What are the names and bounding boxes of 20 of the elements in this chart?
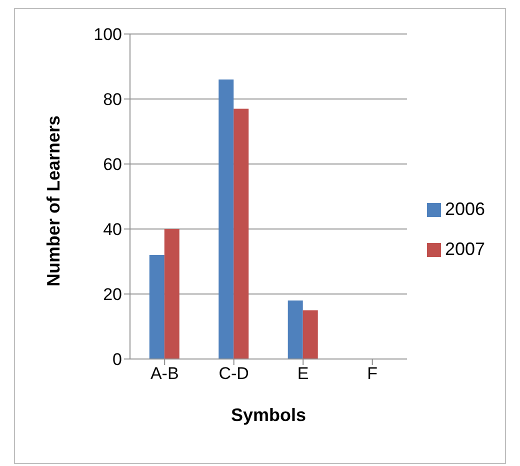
bar xyxy=(218,80,234,359)
legend-label: 2007 xyxy=(444,239,485,259)
x-tick-label: F xyxy=(367,364,378,384)
x-tick-label: E xyxy=(297,364,309,384)
x-tick-label: C-D xyxy=(218,364,249,384)
bar xyxy=(164,229,180,359)
y-tick-label: 100 xyxy=(94,25,122,44)
bar xyxy=(234,108,249,359)
y-tick-label: 40 xyxy=(103,220,122,240)
x-tick-label: A-B xyxy=(150,364,179,384)
y-tick-label: 80 xyxy=(103,90,122,110)
y-axis-title: Number of Learners xyxy=(43,115,64,286)
y-tick-label: 0 xyxy=(112,350,122,370)
y-tick-label: 60 xyxy=(103,155,122,174)
y-tick-label: 20 xyxy=(103,285,122,304)
x-axis-title: Symbols xyxy=(230,405,306,425)
bar xyxy=(302,310,318,359)
legend-label: 2006 xyxy=(444,199,485,219)
bar xyxy=(288,300,303,359)
bar xyxy=(149,255,164,359)
